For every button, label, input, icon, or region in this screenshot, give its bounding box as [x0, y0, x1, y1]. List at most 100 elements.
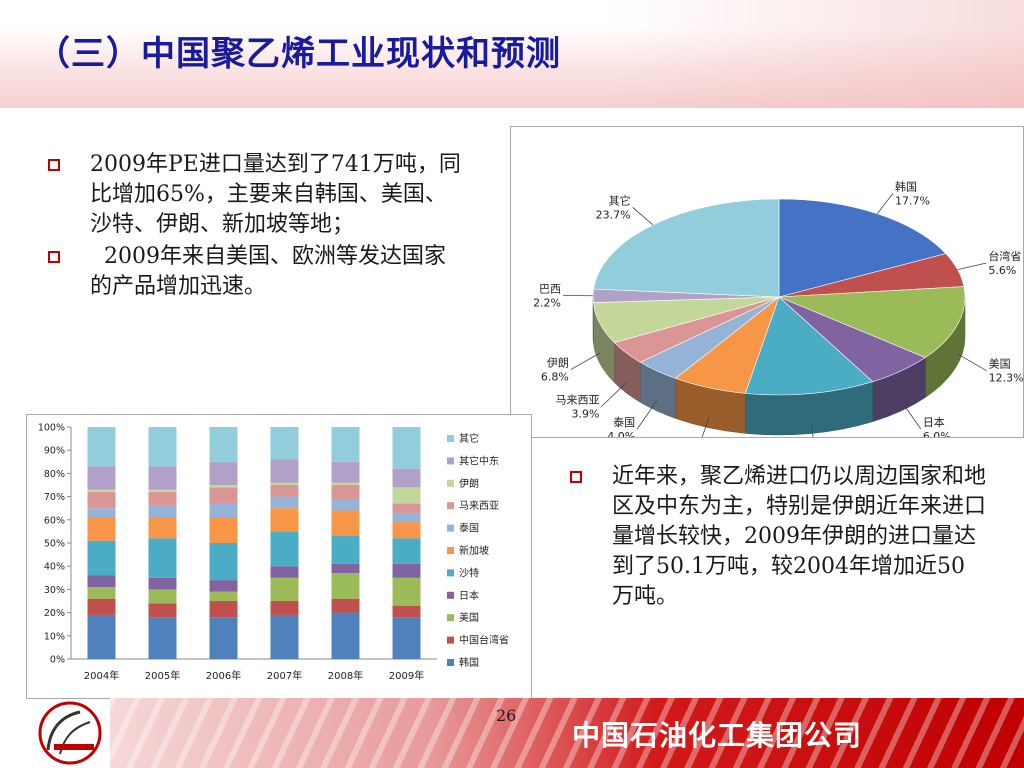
bar-segment-马来西亚	[270, 485, 299, 497]
y-tick-label: 10%	[44, 631, 65, 642]
x-tick-label: 2009年	[389, 669, 424, 682]
bar-segment-其它中东	[331, 461, 360, 483]
bar-segment-美国	[209, 591, 238, 601]
bar-segment-泰国	[392, 512, 421, 523]
y-tick-label: 20%	[44, 608, 65, 619]
bar-segment-日本	[87, 575, 116, 588]
x-tick-label: 2008年	[328, 669, 363, 682]
legend-label: 新加坡	[459, 544, 489, 557]
bar-segment-沙特	[270, 531, 299, 567]
bar-segment-其它中东	[148, 466, 177, 490]
pie-value-label: 17.7%	[895, 194, 930, 207]
pie-value-label: 2.2%	[533, 296, 561, 309]
y-tick-label: 70%	[44, 492, 65, 503]
bar-segment-沙特	[209, 543, 238, 581]
bar-segment-新加坡	[270, 508, 299, 532]
bar-segment-美国	[392, 577, 421, 606]
bar-segment-其它中东	[87, 466, 116, 490]
pie-slice-韩国	[778, 198, 947, 298]
bar-segment-其它	[270, 427, 299, 460]
bar-segment-中国台湾省	[270, 601, 299, 615]
bar-segment-韩国	[148, 617, 177, 659]
bar-segment-新加坡	[331, 510, 360, 537]
bar-segment-马来西亚	[331, 485, 360, 499]
footer-band	[110, 698, 1024, 768]
header-band	[0, 0, 1024, 108]
pie-category-label: 美国	[989, 358, 1011, 371]
pie-leader-line	[876, 193, 894, 215]
pie-leader-line	[636, 400, 658, 430]
bar-segment-美国	[87, 587, 116, 599]
bar-segment-美国	[270, 577, 299, 601]
bar-segment-伊朗	[148, 489, 177, 492]
legend-label: 日本	[459, 589, 479, 602]
legend-swatch	[447, 524, 454, 532]
bullet-item: 2009年PE进口量达到了741万吨，同比增加65%，主要来自韩国、美国、沙特、…	[44, 150, 464, 240]
pie-chart: 韩国17.7%台湾省5.6%美国12.3%日本6.0%沙特11.3%新加坡6.5…	[510, 126, 1024, 471]
y-tick-label: 100%	[38, 423, 65, 434]
bar-segment-美国	[331, 573, 360, 599]
bar-segment-马来西亚	[148, 491, 177, 506]
company-name: 中国石油化工集团公司	[572, 719, 863, 752]
bar-segment-韩国	[392, 617, 421, 659]
x-tick-label: 2006年	[206, 669, 241, 682]
bar-segment-其它	[331, 427, 360, 462]
bullet-text: 2009年来自美国、欧洲等发达国家的产品增加迅速。	[90, 244, 446, 299]
bar-chart-canvas: 0% 10% 20% 30% 40% 50% 60% 70% 80% 90% 100% 2004年 20…	[38, 423, 509, 683]
bar-segment-韩国	[209, 617, 238, 659]
legend-swatch	[447, 547, 454, 554]
pie-value-label: 6.0%	[923, 430, 951, 437]
pie-value-label: 23.7%	[596, 208, 631, 221]
sinopec-logo-icon	[38, 701, 102, 765]
bar-segment-泰国	[87, 508, 116, 518]
bar-segment-泰国	[209, 503, 238, 518]
bar-segment-其它中东	[270, 459, 299, 483]
legend-label: 韩国	[459, 656, 479, 669]
bar-segment-伊朗	[87, 489, 116, 492]
square-bullet-icon	[48, 251, 60, 263]
page-number: 26	[496, 706, 517, 725]
legend-swatch	[447, 502, 454, 510]
bar-segment-中国台湾省	[148, 603, 177, 618]
legend-swatch	[447, 614, 454, 622]
legend-swatch	[447, 659, 454, 666]
bar-segment-泰国	[148, 505, 177, 518]
pie-leader-line	[632, 206, 654, 226]
y-tick-label: 40%	[44, 562, 65, 573]
legend-label: 中国台湾省	[459, 634, 509, 647]
bar-segment-伊朗	[209, 485, 238, 488]
pie-category-label: 巴西	[539, 282, 561, 295]
bar-segment-日本	[270, 566, 299, 578]
bar-segment-新加坡	[87, 517, 116, 541]
left-bullet-list: 2009年PE进口量达到了741万吨，同比增加65%，主要来自韩国、美国、沙特、…	[44, 150, 464, 304]
slide-title: （三）中国聚乙烯工业现状和预测	[36, 34, 561, 74]
pie-category-label: 泰国	[613, 415, 635, 429]
bar-segments	[87, 427, 421, 659]
bar-segment-新加坡	[209, 517, 238, 543]
bar-segment-美国	[148, 589, 177, 604]
pie-leader-line	[957, 353, 987, 372]
legend-swatch	[447, 435, 454, 442]
square-bullet-icon	[570, 471, 582, 483]
pie-value-label: 4.0%	[607, 430, 635, 437]
legend-label: 马来西亚	[459, 500, 499, 512]
bar-segment-沙特	[392, 538, 421, 564]
bar-segment-其它	[87, 427, 116, 467]
bar-segment-马来西亚	[87, 491, 116, 509]
legend-swatch	[447, 569, 454, 577]
y-tick-label: 50%	[44, 539, 65, 550]
bar-segment-其它中东	[209, 461, 238, 485]
pie-leader-line	[570, 352, 600, 370]
stacked-bar-chart: 0% 10% 20% 30% 40% 50% 60% 70% 80% 90% 100% 2004年 20…	[26, 414, 532, 699]
y-tick-label: 90%	[44, 446, 65, 457]
footer: 26 中国石油化工集团公司	[0, 698, 1024, 768]
pie-slice-其它	[593, 198, 780, 298]
bar-segment-韩国	[270, 614, 299, 659]
legend-label: 沙特	[459, 567, 479, 579]
bar-segment-韩国	[87, 614, 116, 659]
bar-segment-中国台湾省	[331, 598, 360, 613]
y-tick-label: 60%	[44, 515, 65, 526]
x-tick-label: 2004年	[84, 669, 119, 682]
pie-category-label: 伊朗	[547, 357, 569, 370]
